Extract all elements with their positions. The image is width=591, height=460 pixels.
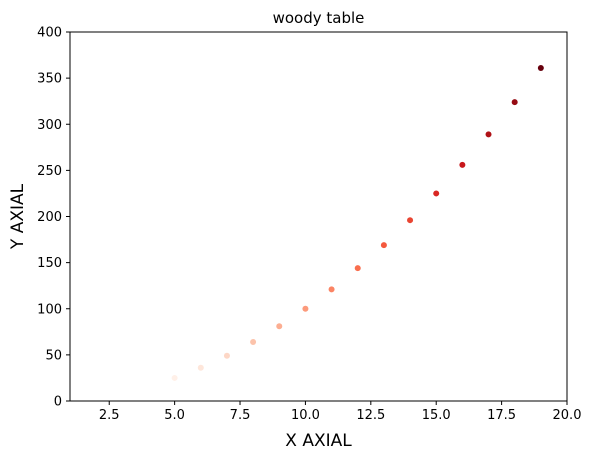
data-point (407, 217, 413, 223)
y-tick-label: 350 (37, 72, 62, 87)
y-tick-label: 300 (37, 118, 62, 133)
x-tick-label: 12.5 (356, 408, 385, 423)
data-point (302, 306, 308, 312)
y-tick-label: 100 (37, 302, 62, 317)
y-tick-label: 150 (37, 256, 62, 271)
x-tick-label: 20.0 (553, 408, 582, 423)
data-point (433, 190, 439, 196)
y-tick-label: 250 (37, 164, 62, 179)
data-point (355, 265, 361, 271)
data-point (224, 353, 230, 359)
data-point (250, 339, 256, 345)
data-point (486, 131, 492, 137)
x-tick-label: 10.0 (291, 408, 320, 423)
x-axis-label: X AXIAL (285, 431, 352, 451)
y-tick-label: 0 (54, 395, 62, 410)
y-axis-label: Y AXIAL (8, 183, 28, 250)
data-point (329, 286, 335, 292)
x-axis-ticks: 2.5 5.0 7.5 10.0 12.5 15.0 17.5 20.0 (99, 401, 582, 423)
y-tick-label: 400 (37, 26, 62, 41)
plot-area: 2.5 5.0 7.5 10.0 12.5 15.0 17.5 20.0 0 50 100 150 2… (37, 26, 581, 424)
x-tick-label: 17.5 (487, 408, 516, 423)
x-tick-label: 7.5 (230, 408, 251, 423)
data-point (198, 365, 204, 371)
x-tick-label: 5.0 (164, 408, 185, 423)
data-points (172, 65, 544, 381)
data-point (459, 162, 465, 168)
data-point (172, 375, 178, 381)
data-point (538, 65, 544, 71)
data-point (381, 242, 387, 248)
y-tick-label: 200 (37, 210, 62, 225)
x-tick-label: 2.5 (99, 408, 120, 423)
y-tick-label: 50 (45, 348, 62, 363)
plot-frame (70, 32, 567, 401)
x-tick-label: 15.0 (422, 408, 451, 423)
chart-title: woody table (273, 9, 365, 27)
data-point (276, 323, 282, 329)
data-point (512, 99, 518, 105)
y-axis-ticks: 0 50 100 150 200 250 300 350 400 (37, 26, 70, 410)
